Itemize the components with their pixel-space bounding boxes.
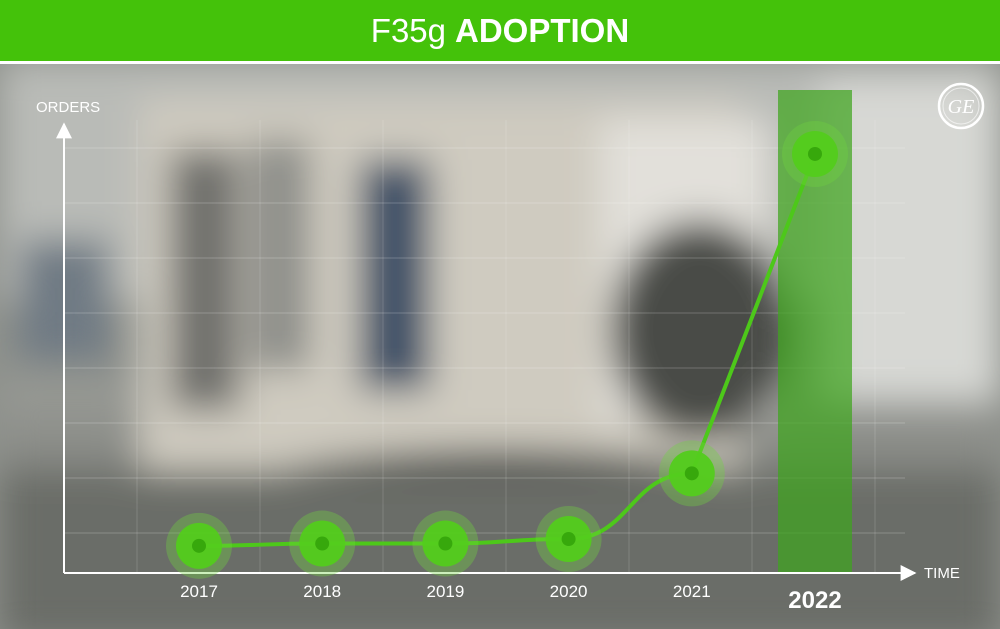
series-line-orders <box>198 153 817 548</box>
data-point-2017 <box>166 512 232 579</box>
title-bar: F35g ADOPTION <box>0 0 1000 64</box>
data-point-2018 <box>289 510 356 577</box>
y-axis-label: ORDERS <box>36 99 100 116</box>
x-tick-label-2017: 2017 <box>180 582 218 601</box>
data-point-center <box>808 146 822 161</box>
x-tick-label-2018: 2018 <box>303 582 341 601</box>
data-point-center <box>684 466 699 481</box>
data-point-2020 <box>535 506 602 573</box>
data-point-2019 <box>412 510 479 577</box>
x-tick-label-2021: 2021 <box>673 582 711 601</box>
data-point-center <box>192 538 206 553</box>
ge-logo-icon: GE <box>937 82 985 130</box>
title-main: ADOPTION <box>455 11 630 49</box>
data-point-center <box>561 532 576 547</box>
x-tick-labels: 2017 2018 2019 2020 2021 2022 <box>180 582 842 614</box>
data-point-center <box>438 536 453 551</box>
svg-text:GE: GE <box>948 96 975 118</box>
data-point-center <box>315 536 330 551</box>
x-tick-label-2020: 2020 <box>550 582 588 601</box>
data-point-2022 <box>782 120 848 187</box>
x-axis-label: TIME <box>924 565 960 582</box>
data-points <box>166 120 848 579</box>
x-tick-label-2022: 2022 <box>788 587 841 614</box>
x-tick-label-2019: 2019 <box>426 582 464 601</box>
gridlines <box>64 120 905 573</box>
data-point-2021 <box>658 440 725 507</box>
title-prefix: F35g <box>370 11 447 49</box>
